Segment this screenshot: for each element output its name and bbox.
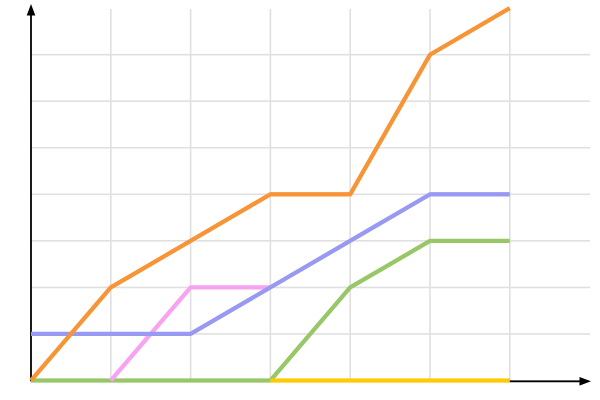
- purple-line: [31, 192, 510, 337]
- green-line: [31, 238, 510, 383]
- pink-line: [109, 285, 271, 382]
- x-axis-arrowhead: [579, 377, 591, 386]
- data-series: [29, 6, 511, 383]
- y-axis-arrowhead: [26, 4, 36, 16]
- orange-line: [29, 6, 511, 382]
